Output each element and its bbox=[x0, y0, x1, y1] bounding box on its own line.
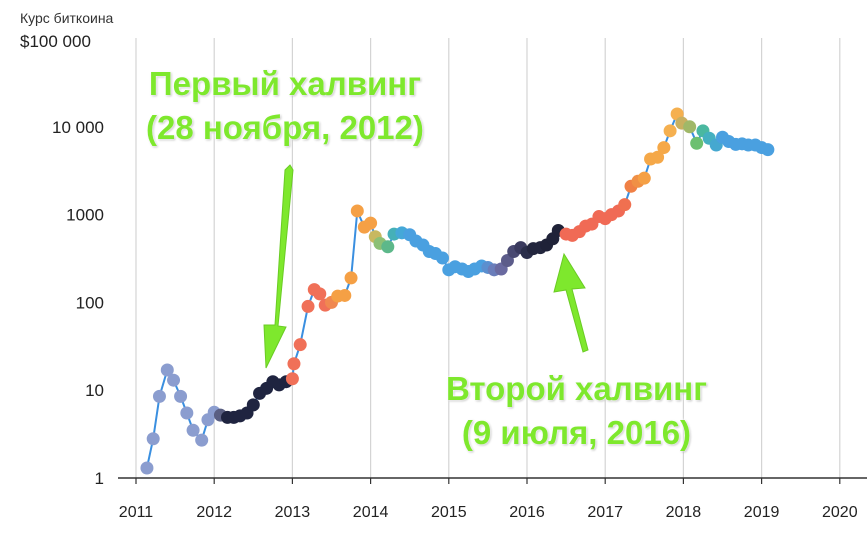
y-tick-label-10: 10 bbox=[85, 381, 104, 400]
data-point-22 bbox=[285, 372, 299, 386]
halving-annotation-1-line2: (28 ноября, 2012) bbox=[146, 109, 424, 146]
data-point-5 bbox=[174, 389, 188, 403]
x-tick-label-2012: 2012 bbox=[196, 504, 232, 521]
x-tick-labels: 2011 2012 2013 2014 2015 2016 2017 2018 2019 2020 bbox=[119, 504, 858, 521]
data-point-74 bbox=[618, 198, 632, 212]
data-point-2 bbox=[152, 389, 166, 403]
halving-annotation-1: Первый халвинг (28 ноября, 2012) bbox=[146, 62, 424, 150]
halving-annotation-2: Второй халвинг (9 июля, 2016) bbox=[446, 367, 707, 455]
data-point-1 bbox=[146, 432, 160, 446]
data-point-4 bbox=[167, 373, 181, 387]
data-point-85 bbox=[690, 136, 704, 150]
data-point-56 bbox=[500, 254, 514, 268]
y-tick-label-1000: 1000 bbox=[66, 206, 104, 225]
data-point-16 bbox=[246, 398, 260, 412]
data-point-79 bbox=[651, 150, 665, 164]
data-point-33 bbox=[350, 204, 364, 218]
data-point-7 bbox=[186, 423, 200, 437]
price-points bbox=[140, 107, 775, 475]
x-tick-label-2016: 2016 bbox=[509, 504, 545, 521]
y-axis-top-label: $100 000 bbox=[20, 32, 91, 51]
data-point-32 bbox=[344, 271, 358, 285]
data-point-8 bbox=[195, 433, 209, 447]
data-point-46 bbox=[436, 251, 450, 265]
halving-arrow-2 bbox=[553, 252, 589, 353]
x-tick-label-2017: 2017 bbox=[587, 504, 623, 521]
y-tick-label-1: 1 bbox=[95, 469, 104, 488]
y-tick-label-10000: 10 000 bbox=[52, 118, 104, 137]
data-point-27 bbox=[313, 287, 327, 301]
data-point-23 bbox=[287, 357, 301, 371]
x-tick-label-2015: 2015 bbox=[431, 504, 467, 521]
y-axis-title: Курс биткоина bbox=[20, 10, 114, 26]
data-point-24 bbox=[293, 338, 307, 352]
data-point-25 bbox=[301, 299, 315, 313]
data-point-84 bbox=[683, 120, 697, 134]
x-tick-label-2011: 2011 bbox=[119, 504, 154, 521]
data-point-0 bbox=[140, 461, 154, 475]
halving-annotation-1-line1: Первый халвинг bbox=[148, 65, 421, 102]
data-point-6 bbox=[180, 406, 194, 420]
data-point-96 bbox=[761, 143, 775, 157]
y-tick-labels: 1 10 100 1000 10 000 bbox=[52, 118, 104, 488]
y-tick-label-100: 100 bbox=[76, 293, 104, 312]
halving-annotation-2-line2: (9 июля, 2016) bbox=[461, 414, 692, 451]
data-point-77 bbox=[637, 171, 651, 185]
x-tick-label-2018: 2018 bbox=[666, 504, 702, 521]
data-point-31 bbox=[338, 288, 352, 302]
data-point-81 bbox=[663, 124, 677, 138]
data-point-80 bbox=[657, 141, 671, 155]
x-tick-label-2013: 2013 bbox=[275, 504, 311, 521]
data-point-35 bbox=[364, 216, 378, 230]
halving-arrow-1 bbox=[263, 164, 294, 369]
data-point-3 bbox=[160, 363, 174, 377]
data-point-38 bbox=[381, 240, 395, 254]
x-tick-label-2019: 2019 bbox=[744, 504, 780, 521]
x-tick-label-2014: 2014 bbox=[353, 504, 389, 521]
halving-arrows bbox=[263, 164, 589, 369]
halving-annotation-2-line1: Второй халвинг bbox=[446, 370, 707, 407]
x-tick-label-2020: 2020 bbox=[822, 504, 858, 521]
